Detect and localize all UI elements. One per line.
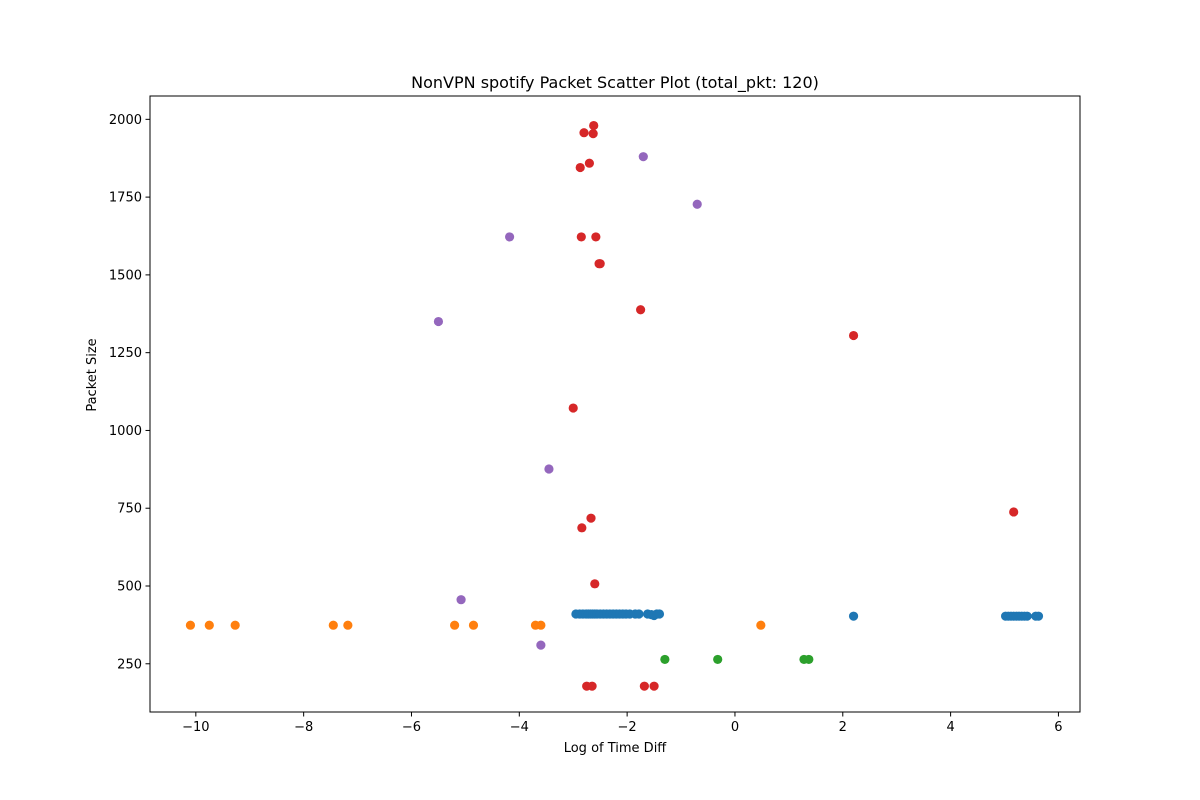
data-point [692, 199, 702, 209]
data-point [468, 620, 479, 630]
data-point [848, 611, 859, 621]
data-point [456, 595, 466, 605]
data-point [544, 464, 554, 474]
data-point [713, 654, 723, 665]
x-tick-label: 0 [731, 720, 739, 735]
y-tick-label: 1000 [109, 424, 142, 439]
y-tick-label: 2000 [109, 113, 142, 128]
data-point [591, 232, 601, 242]
y-tick-label: 500 [117, 580, 142, 595]
data-point [433, 316, 444, 327]
data-point [595, 259, 605, 269]
data-point [587, 681, 597, 691]
data-point [848, 330, 859, 341]
data-point [185, 620, 196, 630]
data-point [586, 513, 596, 523]
x-tick-label: −6 [402, 720, 421, 735]
data-point [636, 305, 646, 315]
y-tick-label: 1750 [109, 191, 142, 206]
data-point [579, 128, 589, 138]
x-axis-label: Log of Time Diff [564, 741, 668, 756]
data-point [1009, 507, 1019, 517]
data-point [577, 523, 587, 533]
data-point [654, 609, 665, 619]
x-tick-label: 4 [946, 720, 954, 735]
y-tick-label: 1250 [109, 346, 142, 361]
data-point [536, 620, 546, 630]
data-point [588, 129, 598, 139]
axes-frame [149, 95, 1081, 713]
y-tick-label: 750 [117, 502, 142, 517]
data-point [649, 681, 659, 691]
data-point [536, 640, 546, 650]
plot-area: −10 −8 −6 −4 −2 0 2 4 6 250 500 750 1000 1250 1500 1750… [109, 95, 1081, 735]
data-point [589, 120, 599, 131]
data-point [204, 620, 214, 630]
y-tick-label: 250 [117, 657, 142, 672]
data-point [590, 579, 600, 589]
data-point [638, 152, 648, 162]
data-point [639, 681, 649, 691]
chart-title: NonVPN spotify Packet Scatter Plot (tota… [411, 73, 819, 93]
x-tick-label: −2 [618, 720, 637, 735]
data-point [505, 232, 515, 242]
data-point [1033, 611, 1044, 621]
x-tick-label: −8 [294, 720, 313, 735]
x-tick-label: 2 [839, 720, 847, 735]
x-tick-label: −4 [510, 720, 529, 735]
data-point [230, 620, 240, 630]
data-point [343, 620, 353, 630]
y-axis-label: Packet Size [85, 338, 100, 411]
data-point [575, 162, 585, 173]
data-point [634, 609, 644, 619]
data-point [568, 403, 578, 413]
data-point [1022, 611, 1032, 621]
data-point [576, 232, 586, 242]
x-tick-label: −10 [182, 720, 209, 735]
data-point [660, 654, 670, 665]
data-point [328, 620, 338, 630]
x-tick-label: 6 [1054, 720, 1062, 735]
data-point [584, 158, 594, 168]
data-point [804, 654, 814, 665]
y-tick-label: 1500 [109, 268, 142, 283]
data-point [450, 620, 460, 630]
data-point [756, 620, 766, 630]
